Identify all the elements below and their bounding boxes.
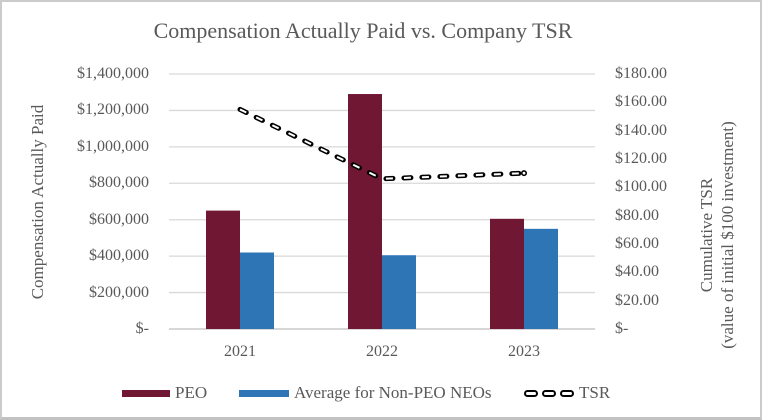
right-axis-tick: $140.00 xyxy=(615,121,667,139)
chart-title: Compensation Actually Paid vs. Company T… xyxy=(153,18,573,43)
legend-label-peo: PEO xyxy=(175,383,208,402)
bar-neo-2023[interactable] xyxy=(524,228,558,329)
left-axis-tick: $1,400,000 xyxy=(77,65,149,82)
x-axis-category-label: 2022 xyxy=(366,343,398,360)
right-axis-tick: $80.00 xyxy=(615,206,659,224)
bar-peo-2022[interactable] xyxy=(348,94,382,330)
left-axis-tick: $800,000 xyxy=(89,174,149,192)
legend-item-peo[interactable]: PEO xyxy=(122,383,207,403)
tsr-line-end-dot xyxy=(520,170,527,177)
tsr-series-swatch xyxy=(524,389,574,397)
bar-neo-2022[interactable] xyxy=(382,255,416,329)
right-axis-tick: $20.00 xyxy=(615,291,659,309)
right-axis-tick: $- xyxy=(615,320,629,337)
right-axis-tick: $100.00 xyxy=(615,178,667,196)
peo-series-swatch xyxy=(122,389,170,397)
legend-item-neo[interactable]: Average for Non-PEO NEOs xyxy=(239,383,492,403)
left-axis-tick: $400,000 xyxy=(89,247,149,265)
left-axis-tick: $600,000 xyxy=(89,210,149,228)
x-axis-category-label: 2023 xyxy=(508,343,540,360)
left-axis-tick: $- xyxy=(135,320,149,337)
right-axis-tick: $160.00 xyxy=(615,93,667,111)
left-axis-tick: $1,200,000 xyxy=(77,101,149,119)
legend: PEO Average for Non-PEO NEOs TSR xyxy=(2,383,760,403)
x-axis-category-label: 2021 xyxy=(224,343,256,360)
right-axis-tick: $120.00 xyxy=(615,150,667,167)
right-axis-tick: $40.00 xyxy=(615,263,659,281)
legend-item-tsr[interactable]: TSR xyxy=(524,383,610,403)
left-axis-tick: $200,000 xyxy=(89,283,149,301)
bar-peo-2023[interactable] xyxy=(490,218,524,329)
legend-label-neo: Average for Non-PEO NEOs xyxy=(294,383,492,402)
left-axis-tick: $1,000,000 xyxy=(77,137,149,155)
neo-series-swatch xyxy=(239,389,289,397)
legend-label-tsr: TSR xyxy=(579,383,611,402)
right-axis-tick: $180.00 xyxy=(615,65,667,82)
bar-neo-2021[interactable] xyxy=(240,252,274,330)
bar-peo-2021[interactable] xyxy=(206,210,240,329)
right-axis-tick: $60.00 xyxy=(615,235,659,252)
tsr-line-core xyxy=(239,108,525,180)
